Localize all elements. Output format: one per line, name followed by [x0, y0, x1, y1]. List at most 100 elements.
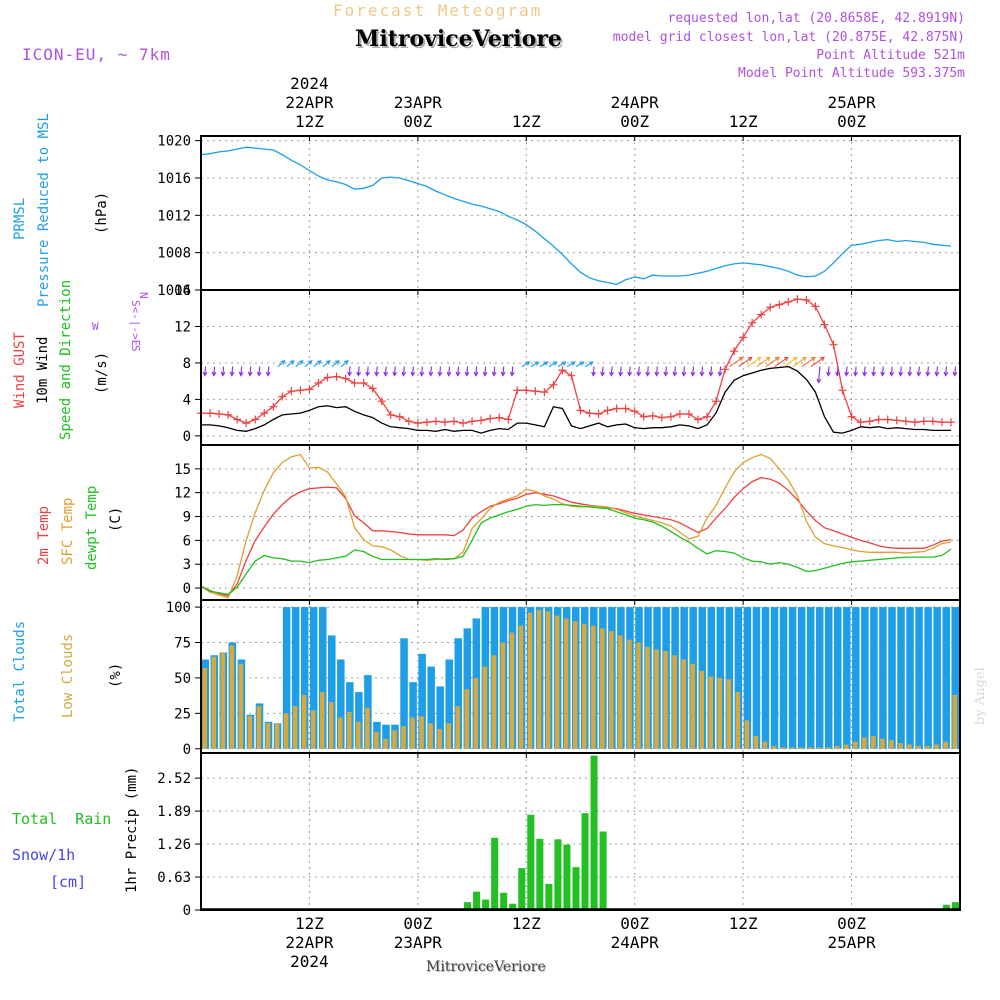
wind-label-10m: 10m Wind [35, 337, 51, 404]
gust-marker [847, 412, 856, 421]
wind-direction-arrow [854, 366, 857, 376]
total-cloud-bar [337, 659, 345, 749]
wind-direction-arrowhead [738, 356, 744, 362]
clouds-ytick-label: 0 [183, 742, 191, 758]
low-cloud-bar [627, 639, 632, 749]
gust-marker [395, 412, 404, 421]
low-cloud-bar [229, 645, 235, 749]
wind-direction-arrow [295, 360, 304, 368]
wind-direction-arrow [801, 356, 816, 368]
total-cloud-bar [716, 607, 725, 749]
bottom-time-label: 25APR [827, 933, 876, 952]
wind-direction-arrow [348, 366, 351, 376]
wind-direction-arrowhead [401, 371, 407, 377]
model-name: ICON-EU, ~ 7km [22, 45, 171, 64]
wind-direction-arrowhead [265, 371, 271, 377]
wind-direction-arrow [448, 366, 451, 376]
wind-direction-arrowhead [862, 371, 868, 377]
wind-direction-arrow [701, 366, 704, 376]
low-cloud-bar [220, 652, 226, 749]
gust-marker [730, 347, 739, 356]
total-cloud-bar [788, 607, 797, 749]
wind-direction-arrow [592, 366, 595, 376]
wind-direction-arrowhead [588, 361, 594, 366]
wind-direction-arrowhead [627, 371, 633, 377]
wind-direction-arrow [493, 366, 496, 376]
wind-direction-arrow [484, 366, 487, 376]
precip-legend-total-rain: Total Rain [12, 810, 111, 828]
wind-direction-arrowhead [256, 371, 262, 377]
gust-marker [585, 409, 594, 418]
total-cloud-bar [951, 607, 959, 749]
low-cloud-bar [609, 631, 614, 749]
wind-direction-arrow [340, 360, 349, 368]
wind-direction-arrowhead [482, 371, 488, 377]
forecast-title: Forecast Meteogram [333, 1, 542, 20]
model-point-altitude: Model Point Altitude 593.375m [738, 66, 965, 81]
wind-direction-arrowhead [943, 371, 949, 377]
low-cloud-bar [663, 651, 668, 749]
wind-direction-arrow [628, 366, 631, 376]
low-cloud-bar [898, 743, 903, 749]
rain-bar [572, 867, 580, 910]
low-cloud-bar [283, 713, 289, 749]
wind-direction-arrowhead [844, 371, 849, 377]
gust-marker [874, 415, 883, 424]
pressure-ytick-label: 1016 [157, 171, 191, 187]
gust-marker [757, 310, 766, 319]
top-time-label: 24APR [611, 93, 660, 112]
low-cloud-bar [319, 692, 325, 749]
gust-marker [224, 410, 233, 419]
total-cloud-bar [933, 607, 941, 749]
low-cloud-bar [437, 728, 442, 749]
wind-direction-arrowhead [289, 360, 295, 365]
wind-direction-arrowhead [645, 371, 651, 377]
gust-marker [594, 410, 603, 418]
wind-direction-arrow [845, 366, 848, 376]
low-cloud-bar [392, 730, 397, 749]
gust-marker [341, 374, 350, 383]
total-cloud-bar [328, 635, 336, 749]
low-cloud-bar [744, 720, 750, 749]
gust-marker [549, 380, 558, 389]
low-cloud-bar [509, 632, 515, 749]
gust-marker [838, 386, 847, 395]
gust-marker [440, 418, 449, 427]
gust-marker [305, 385, 314, 394]
low-cloud-bar [916, 745, 921, 749]
gust-marker [386, 410, 395, 419]
wind-ytick-label: 0 [183, 429, 191, 445]
precip-axis-titles: Total Rain Snow/1h [cm] 1hr Precip (mm) [12, 767, 140, 893]
wind-direction-arrow [384, 366, 387, 376]
wind-direction-arrowhead [792, 356, 798, 362]
wind-direction-arrowhead [681, 371, 687, 377]
temperature-ytick-label: 12 [174, 486, 191, 502]
wind-direction-arrow [747, 356, 762, 368]
total-cloud-bar [843, 607, 851, 749]
clouds-unit: (%) [108, 663, 124, 688]
total-cloud-bar [418, 653, 426, 749]
wind-direction-arrow [231, 366, 234, 376]
wind-direction-arrow [213, 366, 216, 376]
wind-direction-arrow [331, 360, 340, 368]
panels: 1004 1008 1012 1016 1020 0 4 8 12 16 0 3 6 9 12 15 0 25 50… [157, 134, 961, 919]
low-cloud-bar [699, 670, 704, 749]
wind-direction-arrowhead [871, 371, 877, 377]
temperature-series-dewpt-temp [200, 503, 952, 596]
wind-direction-arrowhead [392, 371, 398, 377]
gust-marker [748, 318, 757, 327]
gust-marker [721, 365, 730, 374]
low-cloud-bar [672, 655, 677, 749]
gust-marker [404, 417, 413, 426]
wind-direction-arrow [655, 366, 658, 376]
gust-marker [513, 386, 522, 395]
wind-direction-arrow [304, 360, 313, 368]
pressure-ytick-label: 1004 [157, 283, 191, 299]
low-cloud-bar [618, 635, 623, 749]
gust-marker [784, 297, 793, 306]
gust-marker [558, 366, 567, 375]
gust-marker [648, 411, 657, 420]
wind-direction-arrow [729, 356, 744, 368]
low-cloud-bar [844, 744, 849, 749]
wind-direction-arrow [566, 361, 576, 368]
